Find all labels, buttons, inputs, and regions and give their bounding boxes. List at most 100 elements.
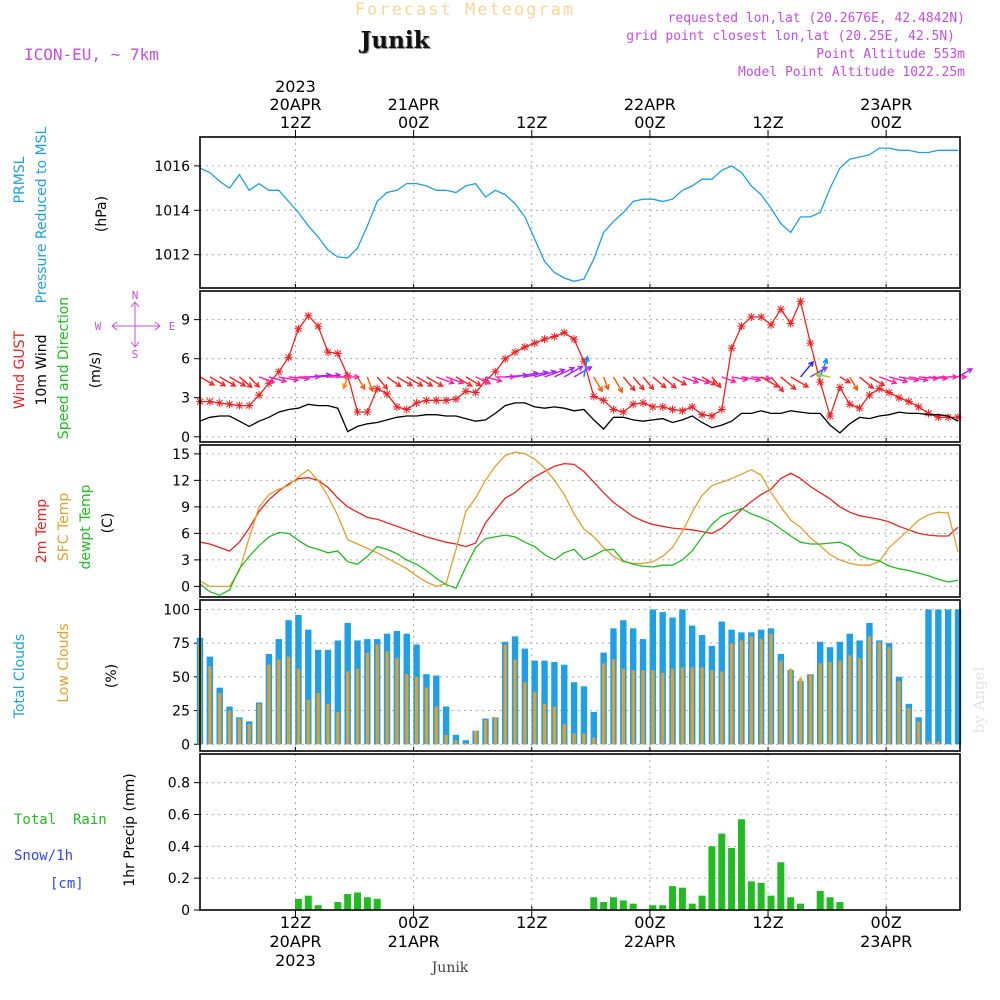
low-cloud-bar	[857, 657, 862, 745]
y-tick-label: 0	[181, 737, 190, 753]
gust-marker	[560, 328, 569, 337]
wind-arrow-head	[814, 372, 821, 379]
gust-marker	[678, 406, 687, 415]
wind-arrow	[485, 376, 502, 382]
total-cloud-bar	[570, 682, 578, 745]
y-tick-label: 6	[181, 352, 190, 368]
wind-arrow	[376, 376, 388, 390]
wind-10m-label: 10m Wind	[34, 334, 50, 405]
gust-marker	[766, 320, 775, 329]
low-cloud-bar	[375, 644, 379, 745]
gust-marker	[835, 383, 844, 392]
low-cloud-bar	[218, 693, 222, 745]
temp-frame	[199, 444, 961, 598]
total-cloud-bar	[590, 711, 597, 745]
low-cloud-bar	[237, 718, 241, 745]
low-cloud-bar	[414, 676, 419, 745]
low-cloud-bar	[759, 639, 763, 745]
wind-arrow-head	[509, 373, 516, 380]
y-tick-label: 1012	[154, 248, 190, 264]
low-cloud-bar	[877, 641, 881, 745]
grid-point-coords: grid point closest lon,lat (20.25E, 42.5…	[626, 29, 955, 44]
clouds-unit-label: (%)	[104, 664, 120, 688]
y-tick-label: 75	[172, 636, 190, 652]
wind-arrow-head	[778, 386, 785, 393]
wind-arrow	[751, 376, 771, 380]
total-cloud-bar	[580, 686, 588, 745]
gust-marker	[550, 332, 559, 341]
wind-arrow-head	[269, 378, 276, 384]
time-label: 22APR	[624, 932, 676, 951]
gust-marker	[245, 401, 254, 410]
wind-arrow-head	[629, 385, 636, 392]
wind-arrow	[652, 376, 666, 389]
gust-marker	[747, 313, 756, 322]
gust-marker	[845, 400, 854, 409]
y-tick-label: 6	[181, 526, 190, 542]
low-cloud-bar	[592, 737, 596, 745]
y-tick-label: 50	[172, 670, 190, 686]
gust-marker	[658, 402, 667, 411]
gust-marker	[373, 384, 382, 393]
gust-marker	[579, 357, 588, 366]
gust-marker	[885, 388, 894, 397]
rain-bar	[590, 897, 598, 910]
gust-marker	[363, 408, 372, 417]
gust-marker	[422, 396, 431, 405]
wind-arrow	[416, 376, 433, 387]
gust-marker	[432, 396, 441, 405]
wind-arrow	[465, 376, 481, 387]
wind-arrow	[770, 376, 784, 392]
wind-arrow-head	[342, 383, 348, 390]
wind-arrow	[268, 376, 286, 383]
wind-arrow	[475, 376, 491, 385]
compass-w: W	[95, 320, 102, 333]
total-cloud-bar	[305, 629, 312, 745]
low-cloud-bar	[336, 711, 340, 745]
wind-arrow-head	[597, 386, 603, 393]
total-clouds-label: Total Clouds	[12, 634, 28, 719]
wind-arrow	[288, 376, 310, 380]
wind-arrow	[780, 376, 796, 390]
gust-marker	[619, 408, 628, 417]
rain-bar	[363, 897, 371, 910]
wind-arrow	[741, 376, 761, 381]
wind-arrow-head	[704, 378, 711, 385]
low-cloud-bar	[710, 670, 714, 745]
gust-marker	[629, 400, 638, 409]
wind-arrow	[534, 370, 556, 378]
y-tick-label: 25	[172, 704, 190, 720]
total-cloud-bar	[954, 609, 962, 745]
gust-marker	[855, 404, 864, 413]
low-cloud-bar	[917, 721, 921, 745]
wind-arrow	[839, 376, 851, 384]
low-cloud-bar	[405, 674, 409, 745]
prmsl-line	[199, 147, 958, 282]
wind-arrow-head	[577, 365, 584, 372]
gust-marker	[717, 405, 726, 414]
precip-panel: 0 0.2 0.4 0.6 0.8	[168, 753, 961, 919]
wind-arrow	[859, 376, 874, 389]
gust-marker	[402, 405, 411, 414]
low-cloud-bar	[533, 691, 537, 745]
low-cloud-bar	[582, 733, 586, 745]
rain-bar	[314, 905, 322, 910]
low-cloud-bar	[227, 710, 232, 745]
wind-arrow-head	[280, 377, 288, 384]
wind-arrow	[691, 376, 710, 384]
wind-arrow	[573, 366, 592, 378]
temp-panel: 0 3 6 9 12 15	[172, 444, 961, 598]
rain-bar	[708, 846, 716, 910]
low-cloud-bar	[651, 670, 655, 745]
low-cloud-bar	[326, 703, 330, 745]
wind-gust-line	[200, 299, 958, 419]
wind-arrow	[554, 367, 575, 378]
snow-legend: Snow/1h	[14, 848, 73, 864]
low-cloud-bar	[887, 647, 891, 745]
time-label: 12Z	[752, 913, 783, 932]
y-tick-label: 0.4	[168, 839, 190, 855]
wind-arrow	[406, 376, 423, 387]
compass-s: S	[132, 348, 139, 361]
wind-arrow-head	[457, 378, 465, 385]
